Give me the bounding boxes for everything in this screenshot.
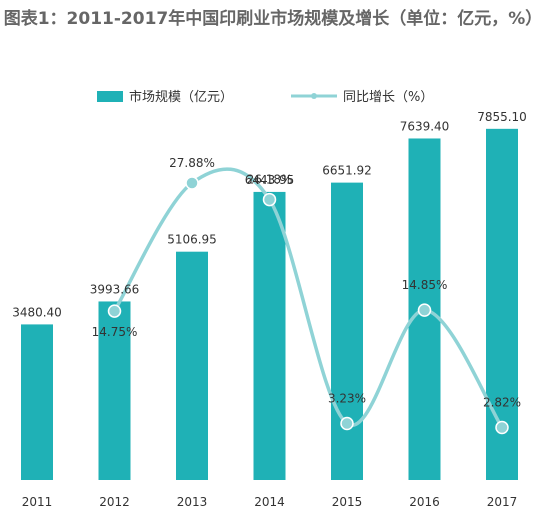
- bar-2011: [21, 324, 53, 480]
- bar-label-2012: 3993.66: [90, 282, 140, 296]
- chart-title-text: 图表1：2011-2017年中国印刷业市场规模及增长（单位：亿元，%）: [3, 9, 543, 29]
- legend-label-bar: 市场规模（亿元）: [129, 89, 233, 105]
- x-tick-2016: 2016: [409, 495, 440, 509]
- x-tick-2015: 2015: [332, 495, 363, 509]
- bar-label-2014: 6443.95: [245, 173, 295, 187]
- chart-title: 图表1：2011-2017年中国印刷业市场规模及增长（单位：亿元，%）: [0, 6, 546, 33]
- growth-label-2017: 2.82%: [483, 395, 521, 409]
- x-tick-2012: 2012: [99, 495, 130, 509]
- growth-label-2014: 26.18%: [247, 173, 293, 187]
- legend-label-line: 同比增长（%）: [343, 90, 433, 105]
- bar-label-2011: 3480.40: [12, 305, 62, 319]
- x-tick-2014: 2014: [254, 495, 285, 509]
- legend: 市场规模（亿元） 同比增长（%）: [97, 89, 433, 105]
- bar-label-2017: 7855.10: [477, 110, 527, 124]
- bar-2012: [98, 301, 131, 480]
- growth-point-2013: [185, 176, 199, 190]
- data-labels: 3480.40 3993.66 5106.95 6443.95 6651.92 7639.…: [12, 110, 527, 410]
- bar-series: [21, 128, 518, 481]
- growth-point-2017: [495, 420, 509, 435]
- x-tick-2017: 2017: [487, 495, 518, 509]
- growth-point-2016: [417, 303, 432, 317]
- bar-2014: [253, 191, 286, 480]
- bar-label-2013: 5106.95: [167, 233, 217, 247]
- growth-point-2015: [340, 416, 354, 431]
- growth-line: [113, 167, 504, 429]
- x-tick-2013: 2013: [177, 495, 208, 509]
- x-axis: 2011 2012 2013 2014 2015 2016 2017: [22, 495, 518, 509]
- growth-label-2016: 14.85%: [402, 278, 448, 292]
- growth-point-2012: [107, 304, 122, 318]
- bar-label-2016: 7639.40: [400, 119, 450, 133]
- bar-2015: [331, 182, 363, 480]
- legend-line-marker: [311, 93, 317, 99]
- growth-label-2015: 3.23%: [328, 391, 366, 405]
- bar-2013: [176, 251, 208, 480]
- growth-label-2012: 14.75%: [92, 325, 138, 339]
- line-series: [107, 167, 509, 435]
- x-tick-2011: 2011: [22, 495, 53, 509]
- growth-point-2014: [262, 192, 277, 207]
- growth-label-2013: 27.88%: [169, 156, 215, 170]
- bar-label-2015: 6651.92: [322, 164, 372, 178]
- legend-bar-swatch: [97, 91, 123, 102]
